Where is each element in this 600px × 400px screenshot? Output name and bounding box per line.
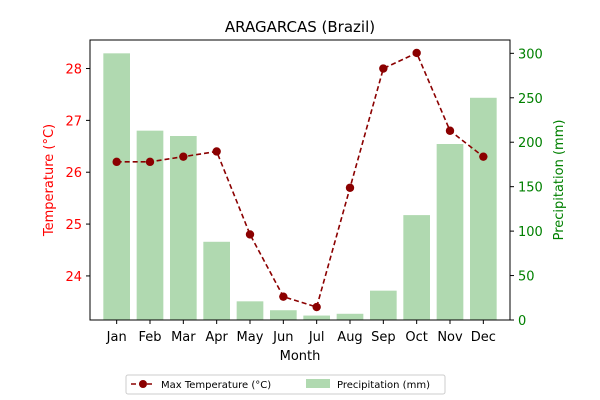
temperature-point — [145, 157, 155, 167]
x-tick-label: Feb — [138, 330, 161, 345]
x-tick-label: Jun — [272, 330, 293, 345]
left-axis-ticks: 24 25 26 27 28 — [65, 63, 90, 285]
legend: Max Temperature (°C) Precipitation (mm) — [125, 374, 446, 395]
right-tick-label: 50 — [518, 270, 535, 285]
temperature-point — [445, 126, 455, 135]
x-tick-label: Apr — [205, 330, 228, 345]
precipitation-bar — [403, 215, 430, 320]
x-tick-label: Oct — [405, 330, 427, 345]
x-tick-label: Nov — [437, 330, 463, 345]
right-tick-label: 0 — [518, 314, 526, 329]
x-tick-label: Jul — [308, 330, 325, 345]
temperature-point — [279, 292, 288, 301]
right-tick-label: 250 — [518, 92, 543, 107]
legend-marker-swatch — [139, 380, 147, 388]
precipitation-bar — [203, 241, 230, 320]
left-axis-label: Temperature (°C) — [42, 124, 57, 237]
precipitation-bar — [470, 97, 497, 321]
temperature-line — [116, 51, 484, 309]
x-tick-label: Mar — [171, 330, 196, 345]
temperature-point — [479, 152, 488, 161]
precipitation-bar — [270, 310, 297, 320]
chart-title: ARAGARCAS (Brazil) — [225, 18, 375, 36]
x-tick-label: Aug — [337, 330, 362, 345]
precipitation-bar — [370, 290, 397, 320]
precipitation-bar — [336, 313, 364, 320]
right-tick-label: 150 — [518, 181, 543, 196]
x-tick-label: May — [237, 330, 264, 345]
temperature-point — [212, 147, 221, 156]
left-tick-label: 28 — [65, 63, 82, 78]
x-tick-label: Jan — [106, 330, 127, 345]
temperature-point — [245, 230, 255, 239]
precipitation-bar — [103, 53, 130, 320]
right-tick-label: 100 — [518, 225, 543, 240]
temperature-point — [345, 183, 355, 192]
right-tick-label: 300 — [518, 47, 543, 62]
legend-label-precipitation: Precipitation (mm) — [337, 380, 430, 391]
precipitation-bar — [236, 301, 264, 320]
x-axis-label: Month — [280, 349, 321, 364]
legend-label-temperature: Max Temperature (°C) — [161, 380, 271, 391]
temperature-point — [112, 157, 121, 167]
right-axis-ticks: 0 50 100 150 200 250 300 — [510, 47, 543, 329]
right-axis-label: Precipitation (mm) — [552, 120, 567, 241]
legend-bar-swatch — [306, 379, 330, 388]
x-tick-label: Dec — [471, 330, 496, 345]
temperature-point — [379, 64, 388, 73]
precipitation-bar — [170, 136, 197, 320]
plot-frame — [89, 39, 511, 321]
temperature-point — [312, 302, 321, 312]
left-tick-label: 25 — [65, 218, 82, 233]
x-axis-ticks: Jan Feb Mar Apr May Jun Jul Aug Sep Oct Nov Dec — [106, 320, 496, 345]
precipitation-bar — [436, 144, 464, 320]
left-tick-label: 26 — [65, 166, 82, 181]
temperature-point — [412, 48, 421, 58]
temperature-point — [179, 152, 188, 161]
legend-frame — [125, 374, 446, 395]
x-tick-label: Sep — [371, 330, 396, 345]
right-tick-label: 200 — [518, 136, 543, 151]
left-tick-label: 27 — [65, 114, 82, 129]
temperature-series — [112, 48, 488, 312]
left-tick-label: 24 — [65, 270, 82, 285]
precipitation-bar — [303, 315, 330, 320]
precipitation-bars — [103, 53, 497, 321]
